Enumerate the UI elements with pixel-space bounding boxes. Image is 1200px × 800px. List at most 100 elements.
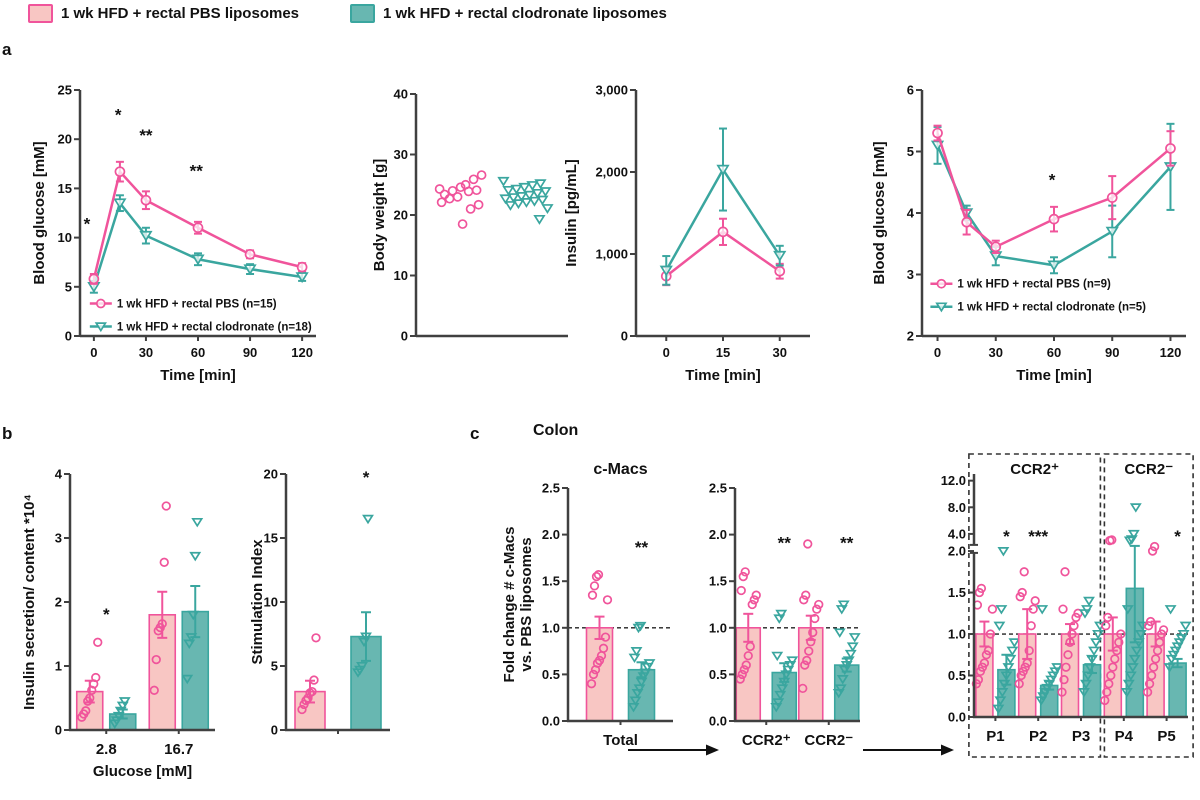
bar-teal [832, 600, 861, 722]
y-axis: 0.0 0.5 1.0 1.5 2.0 2.5 [709, 481, 737, 729]
svg-text:Body weight [g]: Body weight [g] [371, 159, 388, 272]
y-axis: 0 1,000 2,000 3,000 Insulin [pg/mL] [563, 83, 638, 344]
svg-text:Insulin secretion/ content *10: Insulin secretion/ content *10⁴ [21, 494, 38, 710]
data-point [157, 619, 167, 629]
data-point [802, 655, 812, 666]
series-pink [88, 160, 308, 285]
data-point [1026, 621, 1036, 631]
svg-text:16.7: 16.7 [164, 741, 193, 758]
data-point [1100, 695, 1110, 706]
svg-text:10: 10 [394, 268, 408, 283]
data-point [1088, 646, 1100, 657]
gate-box [968, 453, 1102, 758]
data-point [360, 632, 372, 642]
flow-arrow-ccr2-to-populations [863, 744, 954, 756]
data-point [814, 599, 824, 610]
pbs-legend-label: 1 wk HFD + rectal PBS liposomes [61, 5, 300, 22]
chart-insulin-secretion: 2.8 16.7 0 1 2 3 4 Insulin secretion/ content *… [21, 467, 215, 780]
data-point [1158, 625, 1169, 635]
data-point [1090, 638, 1102, 648]
data-point [507, 193, 520, 204]
svg-text:2.0: 2.0 [542, 527, 560, 542]
svg-text:0: 0 [621, 329, 628, 344]
data-point [1112, 645, 1122, 656]
data-point [94, 322, 107, 333]
data-point [1030, 596, 1040, 606]
svg-text:2: 2 [907, 329, 914, 344]
data-point [520, 198, 533, 208]
data-point [739, 665, 749, 675]
svg-text:25: 25 [58, 83, 72, 98]
data-point [643, 659, 656, 669]
bar-teal [770, 609, 799, 722]
data-point [1104, 679, 1114, 689]
svg-text:3,000: 3,000 [595, 83, 628, 98]
svg-text:12.0: 12.0 [941, 473, 966, 488]
svg-text:1 wk HFD + rectal clodronate (: 1 wk HFD + rectal clodronate (n=18) [117, 322, 312, 334]
data-point [436, 197, 447, 208]
data-point [717, 226, 729, 238]
data-point [846, 642, 859, 652]
bar-teal [350, 514, 382, 731]
data-point [1179, 621, 1192, 632]
chart-cmacs-total: Total 0.0 0.5 1.0 1.5 2.0 2.5 Fold change # c-M… [501, 461, 673, 749]
data-point [806, 637, 816, 647]
data-point [1083, 596, 1095, 607]
data-point [627, 702, 640, 713]
data-point [1128, 654, 1141, 665]
data-point [985, 629, 996, 639]
y-axis: 0.0 0.5 1.0 1.5 2.0 2.5 Fold change # c-Macs vs… [501, 481, 570, 729]
data-point [1017, 587, 1027, 598]
svg-text:Time [min]: Time [min] [685, 367, 761, 384]
data-point [593, 570, 604, 580]
data-point [1069, 621, 1079, 631]
data-point [1019, 567, 1029, 577]
data-point [586, 679, 597, 689]
data-point [591, 571, 602, 582]
svg-text:30: 30 [989, 345, 1003, 360]
data-point [745, 641, 755, 652]
data-point [434, 184, 445, 194]
data-point [512, 199, 525, 210]
svg-text:Fold change # c-Macs: Fold change # c-Macs [501, 527, 518, 683]
svg-text:0.0: 0.0 [709, 714, 727, 729]
data-point [88, 273, 100, 285]
data-point [1129, 503, 1142, 513]
data-point [774, 690, 787, 701]
data-point [803, 539, 813, 549]
bar-pink [294, 633, 326, 731]
svg-text:6: 6 [907, 83, 914, 98]
chart-stimulation-index: 0 5 10 15 20 Stimulation Index * [249, 467, 390, 738]
data-point [629, 696, 642, 706]
svg-text:**: ** [190, 162, 204, 181]
data-point [183, 639, 196, 649]
svg-text:1.5: 1.5 [948, 585, 966, 600]
data-point [295, 272, 309, 284]
data-point [976, 583, 987, 594]
svg-text:3: 3 [907, 267, 914, 282]
data-point [635, 677, 648, 688]
y-axis: 4.0 8.0 12.0 0.0 0.5 1.0 1.5 2.0 [941, 473, 978, 725]
data-point [1150, 654, 1161, 664]
svg-text:0.0: 0.0 [948, 710, 966, 725]
svg-text:**: ** [635, 538, 649, 557]
data-point [1102, 687, 1112, 697]
data-point [1132, 638, 1145, 648]
data-point [998, 679, 1011, 690]
svg-text:1 wk HFD + rectal PBS (n=9): 1 wk HFD + rectal PBS (n=9) [957, 279, 1111, 291]
data-point [848, 633, 861, 643]
series-teal [930, 122, 1178, 275]
data-point [1114, 637, 1124, 647]
bar-pink [971, 583, 998, 718]
data-point [1145, 616, 1156, 627]
data-point [743, 651, 753, 661]
svg-text:Total: Total [603, 732, 638, 749]
panel-a-label: a [2, 40, 12, 59]
legend-item-pbs: 1 wk HFD + rectal PBS liposomes [28, 4, 299, 23]
data-point [1124, 671, 1137, 681]
svg-text:Time [min]: Time [min] [160, 367, 236, 384]
data-point [992, 704, 1005, 715]
svg-text:0.5: 0.5 [542, 667, 560, 682]
svg-text:Blood glucose [mM]: Blood glucose [mM] [31, 141, 48, 284]
data-point [741, 660, 751, 670]
